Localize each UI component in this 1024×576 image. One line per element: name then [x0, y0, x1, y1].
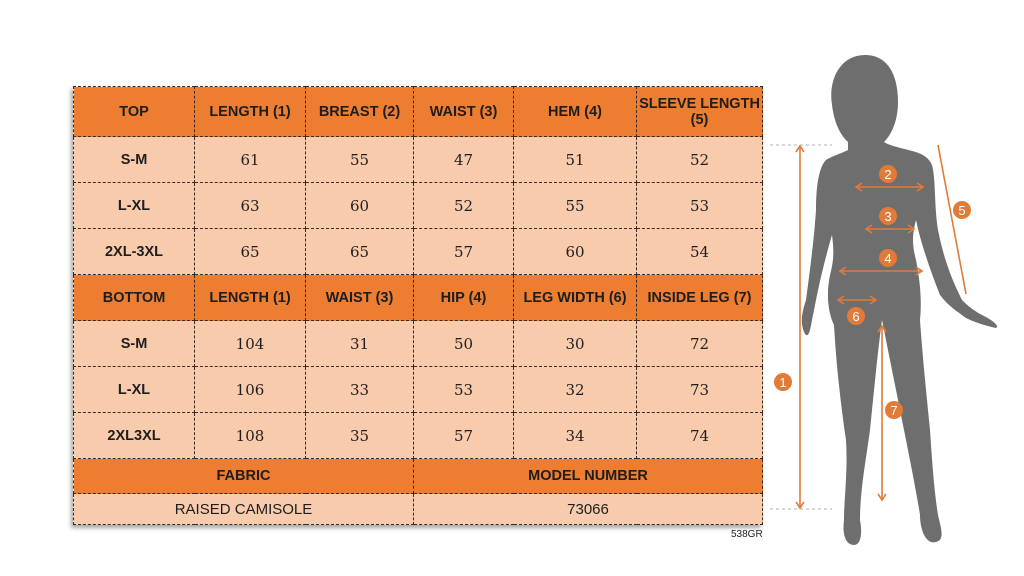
measurement-markers: 1 2 3 4 5 6 7 [774, 165, 971, 419]
marker-label: 1 [779, 375, 786, 390]
measurement-cell: 34 [513, 412, 637, 459]
measurement-cell: 52 [413, 182, 514, 229]
bottom-header-cell: LENGTH (1) [194, 274, 306, 321]
size-cell: L-XL [73, 182, 195, 229]
size-cell: L-XL [73, 366, 195, 413]
measurement-cell: 53 [636, 182, 763, 229]
marker-circle [847, 307, 865, 325]
model-number-header: MODEL NUMBER [413, 458, 763, 494]
table-row: S-M 61 55 47 51 52 [73, 136, 763, 183]
marker-label: 6 [852, 309, 859, 324]
size-chart-table: TOP LENGTH (1) BREAST (2) WAIST (3) HEM (4) S… [73, 86, 763, 525]
top-header-row: TOP LENGTH (1) BREAST (2) WAIST (3) HEM (4) S… [73, 86, 763, 137]
top-header-cell: HEM (4) [513, 86, 637, 137]
bottom-header-cell: INSIDE LEG (7) [636, 274, 763, 321]
top-header-cell: LENGTH (1) [194, 86, 306, 137]
measurement-cell: 108 [194, 412, 306, 459]
size-cell: S-M [73, 136, 195, 183]
marker-circle [879, 165, 897, 183]
top-header-cell: WAIST (3) [413, 86, 514, 137]
measurement-cell: 52 [636, 136, 763, 183]
marker-label: 4 [884, 251, 891, 266]
measurement-cell: 50 [413, 320, 514, 367]
marker-label: 7 [890, 403, 897, 418]
measurement-cell: 73 [636, 366, 763, 413]
top-header-cell: BREAST (2) [305, 86, 414, 137]
measurement-cell: 32 [513, 366, 637, 413]
measurement-cell: 57 [413, 412, 514, 459]
measurement-cell: 33 [305, 366, 414, 413]
measurement-cell: 106 [194, 366, 306, 413]
marker-circle [953, 201, 971, 219]
table-row: L-XL 63 60 52 55 53 [73, 182, 763, 229]
marker-label: 5 [958, 203, 965, 218]
measurement-cell: 65 [305, 228, 414, 275]
measurement-cell: 55 [513, 182, 637, 229]
marker-circle [879, 249, 897, 267]
fabric-value: RAISED CAMISOLE [73, 493, 414, 525]
bottom-header-cell: BOTTOM [73, 274, 195, 321]
marker-label: 3 [884, 209, 891, 224]
measurement-cell: 60 [305, 182, 414, 229]
bottom-header-cell: WAIST (3) [305, 274, 414, 321]
top-header-cell: TOP [73, 86, 195, 137]
measurement-cell: 104 [194, 320, 306, 367]
measurement-cell: 60 [513, 228, 637, 275]
measurement-cell: 63 [194, 182, 306, 229]
body-measurement-figure: 1 2 3 4 5 6 7 [770, 55, 998, 545]
measurement-cell: 65 [194, 228, 306, 275]
marker-label: 2 [884, 167, 891, 182]
footer-header-row: FABRIC MODEL NUMBER [73, 458, 763, 494]
marker-circle [879, 207, 897, 225]
silhouette [801, 55, 998, 545]
measurement-cell: 31 [305, 320, 414, 367]
size-cell: 2XL3XL [73, 412, 195, 459]
measurement-arrows [770, 144, 967, 510]
measurement-cell: 54 [636, 228, 763, 275]
measurement-cell: 35 [305, 412, 414, 459]
table-row: S-M 104 31 50 30 72 [73, 320, 763, 367]
measurement-cell: 55 [305, 136, 414, 183]
top-header-cell: SLEEVE LENGTH (5) [636, 86, 763, 137]
footer-row: RAISED CAMISOLE 73066 [73, 493, 763, 525]
bottom-header-cell: LEG WIDTH (6) [513, 274, 637, 321]
model-number-value: 73066 [413, 493, 763, 525]
measurement-cell: 30 [513, 320, 637, 367]
size-cell: S-M [73, 320, 195, 367]
measurement-cell: 47 [413, 136, 514, 183]
size-cell: 2XL-3XL [73, 228, 195, 275]
measurement-cell: 53 [413, 366, 514, 413]
table-row: 2XL-3XL 65 65 57 60 54 [73, 228, 763, 275]
measurement-cell: 74 [636, 412, 763, 459]
marker-circle [774, 373, 792, 391]
fabric-header: FABRIC [73, 458, 414, 494]
measurement-cell: 51 [513, 136, 637, 183]
table-row: 2XL3XL 108 35 57 34 74 [73, 412, 763, 459]
bottom-header-cell: HIP (4) [413, 274, 514, 321]
bottom-header-row: BOTTOM LENGTH (1) WAIST (3) HIP (4) LEG WIDT… [73, 274, 763, 321]
table-row: L-XL 106 33 53 32 73 [73, 366, 763, 413]
measurement-cell: 61 [194, 136, 306, 183]
product-code: 538GR [731, 529, 763, 540]
marker-circle [885, 401, 903, 419]
measurement-cell: 57 [413, 228, 514, 275]
measurement-cell: 72 [636, 320, 763, 367]
